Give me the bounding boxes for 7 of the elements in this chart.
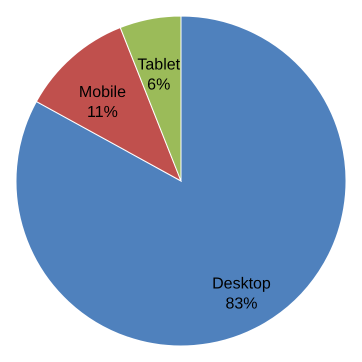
data-label: 11% — [87, 104, 118, 121]
slice-label: Mobile — [78, 84, 126, 101]
slice-label: Tablet — [137, 56, 181, 74]
pie-slice — [16, 16, 346, 346]
data-label: 83% — [225, 295, 258, 312]
slice-label: Desktop — [212, 275, 271, 292]
data-label: 6% — [147, 76, 170, 94]
